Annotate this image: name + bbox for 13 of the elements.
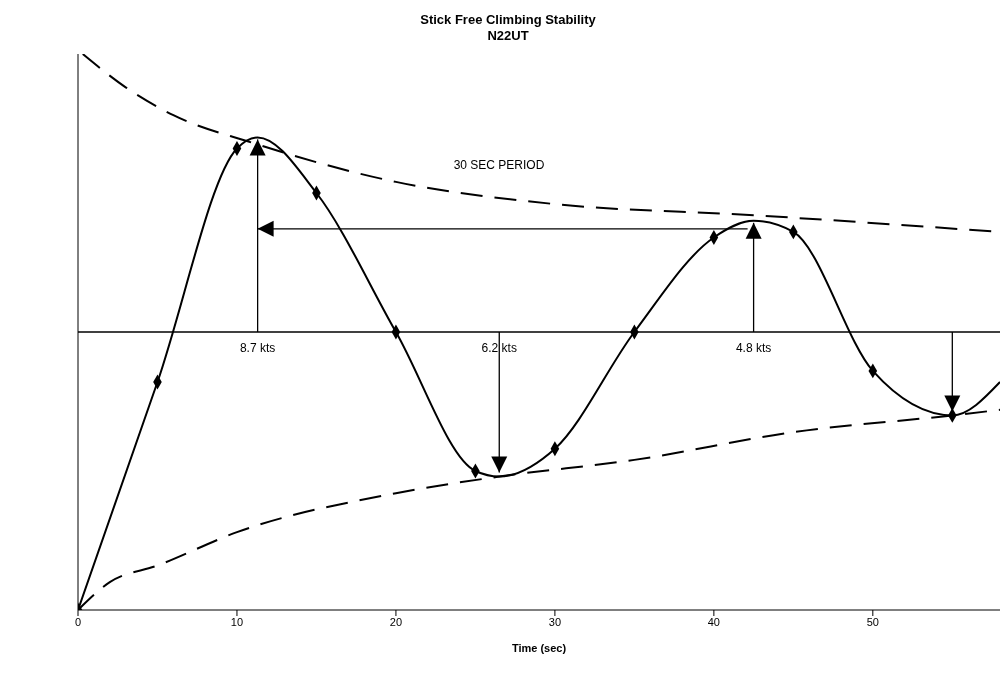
chart-subtitle: N22UT bbox=[486, 28, 530, 44]
x-axis-title: Time (sec) bbox=[511, 642, 567, 654]
annotation: 4.8 kts bbox=[735, 341, 772, 355]
chart-title: Stick Free Climbing Stability bbox=[419, 12, 597, 28]
annotation: 6.2 kts bbox=[481, 341, 517, 355]
annotation: 30 SEC PERIOD bbox=[453, 158, 545, 172]
x-tick-label: 10 bbox=[230, 615, 244, 628]
x-tick-label: 40 bbox=[707, 615, 720, 628]
x-tick-label: 0 bbox=[74, 615, 82, 628]
x-tick-label: 30 bbox=[548, 615, 562, 628]
annotation: 8.7 kts bbox=[239, 341, 276, 355]
x-tick-label: 50 bbox=[866, 615, 879, 628]
x-tick-label: 20 bbox=[389, 615, 403, 628]
